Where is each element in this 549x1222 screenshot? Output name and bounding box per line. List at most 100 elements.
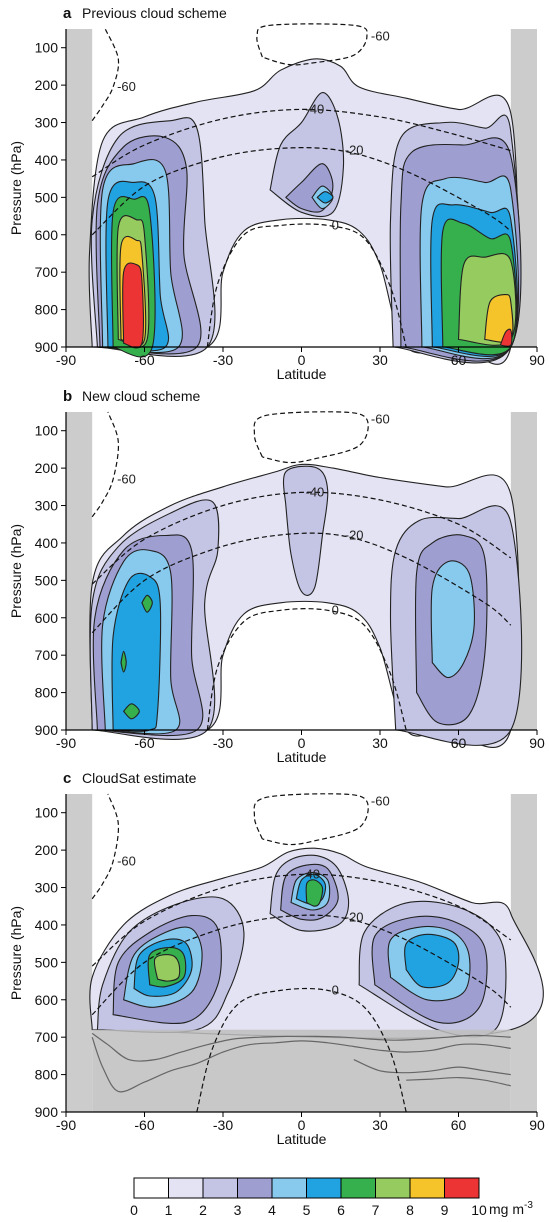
y-tick-label: 800 — [35, 302, 59, 318]
isotherm-line — [91, 532, 512, 634]
colorbar-swatch — [340, 1177, 376, 1199]
colorbar-tick-label: 8 — [406, 1202, 414, 1218]
y-tick-label: 900 — [35, 722, 59, 738]
colorbar-swatch — [202, 1177, 238, 1199]
contour-level-2 — [282, 465, 329, 596]
y-tick-label: 200 — [35, 77, 59, 93]
south-pole-band — [66, 412, 93, 730]
x-tick-label: 90 — [529, 735, 545, 751]
y-tick-label: 400 — [35, 535, 59, 551]
y-tick-label: 500 — [35, 954, 59, 970]
y-tick-label: 400 — [35, 152, 59, 168]
isotherm-label: -60 — [117, 853, 136, 868]
x-tick-label: 0 — [298, 352, 306, 368]
x-tick-label: 0 — [298, 735, 306, 751]
x-tick-label: -30 — [213, 352, 233, 368]
isotherm-label: -60 — [371, 411, 390, 426]
south-pole-band — [66, 29, 93, 347]
x-tick-label: -30 — [213, 1117, 233, 1133]
contour-level-9 — [499, 328, 513, 347]
isotherm-line — [91, 914, 512, 1016]
y-tick-label: 400 — [35, 917, 59, 933]
isotherm-line — [91, 793, 120, 900]
contour-level-6 — [120, 650, 127, 673]
colorbar-unit: mg m-3 — [489, 1200, 533, 1217]
isotherm-label: -40 — [306, 101, 325, 116]
isotherm-line — [253, 411, 369, 464]
contour-level-5 — [316, 191, 334, 204]
isotherm-label: 0 — [332, 217, 339, 232]
x-tick-label: 60 — [451, 352, 467, 368]
isotherm-line — [206, 608, 407, 731]
x-tick-label: 60 — [451, 1117, 467, 1133]
y-tick-label: 100 — [35, 805, 59, 821]
x-tick-label: -90 — [56, 1117, 76, 1133]
x-tick-label: -90 — [56, 735, 76, 751]
isotherm-line — [256, 23, 368, 66]
shaded-region — [92, 1029, 511, 1112]
colorbar-swatch — [306, 1177, 342, 1199]
y-tick-label: 700 — [35, 264, 59, 280]
isotherm-label: 0 — [332, 982, 339, 997]
panel-b-title: New cloud scheme — [82, 388, 200, 404]
isotherm-label: -60 — [371, 793, 390, 808]
y-tick-label: 700 — [35, 1029, 59, 1045]
contour-level-6 — [141, 594, 153, 613]
colorbar-tick-label: 4 — [268, 1202, 276, 1218]
y-tick-label: 900 — [35, 339, 59, 355]
contour-level-4 — [430, 560, 475, 679]
isotherm-label: 0 — [332, 602, 339, 617]
colorbar-tick-label: 10 — [471, 1202, 487, 1218]
x-tick-label: 90 — [529, 1117, 545, 1133]
isotherm-line — [91, 491, 512, 585]
colorbar-swatch — [375, 1177, 411, 1199]
colorbar-swatch — [133, 1177, 169, 1199]
panel-c-title: CloudSat estimate — [82, 770, 197, 786]
y-axis-label: Pressure (hPa) — [8, 524, 24, 618]
isotherm-line — [91, 108, 511, 178]
colorbar-swatch — [237, 1177, 273, 1199]
colorbar-swatch — [271, 1177, 307, 1199]
panel-b-letter: b — [63, 388, 72, 405]
contour-level-6 — [305, 879, 324, 907]
colorbar-tick-label: 7 — [372, 1202, 380, 1218]
isotherm-label: -60 — [371, 28, 390, 43]
x-tick-label: 30 — [372, 352, 388, 368]
x-tick-label: 60 — [451, 735, 467, 751]
panel-a-plot: -60-60-40-200100200300400500600700800900… — [8, 23, 545, 382]
y-tick-label: 600 — [35, 610, 59, 626]
x-tick-label: -90 — [56, 352, 76, 368]
y-tick-label: 200 — [35, 842, 59, 858]
isotherm-label: -60 — [117, 471, 136, 486]
colorbar-tick-label: 2 — [199, 1202, 207, 1218]
colorbar-swatch — [409, 1177, 445, 1199]
y-axis-label: Pressure (hPa) — [8, 141, 24, 235]
panel-c-plot: -60-6040-200100200300400500600700800900-… — [8, 793, 545, 1147]
contour-level-7 — [153, 954, 181, 982]
grey-contour — [353, 1059, 511, 1076]
isotherm-label: -40 — [306, 484, 325, 499]
contour-level-6 — [123, 703, 140, 720]
y-tick-label: 600 — [35, 992, 59, 1008]
y-tick-label: 500 — [35, 189, 59, 205]
grey-contour — [91, 1032, 511, 1062]
isotherm-label: -20 — [345, 143, 364, 158]
grey-contour — [91, 1037, 511, 1093]
y-axis-label: Pressure (hPa) — [8, 906, 24, 1000]
south-pole-band — [66, 794, 93, 1112]
y-tick-label: 300 — [35, 115, 59, 131]
colorbar-swatch — [444, 1177, 480, 1199]
isotherm-line — [91, 411, 120, 518]
contour-level-5 — [111, 572, 162, 732]
x-tick-label: -60 — [134, 735, 154, 751]
isotherm-label: -20 — [345, 909, 364, 924]
isotherm-line — [91, 873, 512, 967]
x-tick-label: -60 — [134, 1117, 154, 1133]
isotherm-label: -60 — [117, 79, 136, 94]
isotherm-line — [196, 987, 407, 1113]
x-axis-label: Latitude — [277, 366, 327, 382]
panel-a-title: Previous cloud scheme — [82, 5, 227, 21]
colorbar-tick-label: 5 — [303, 1202, 311, 1218]
isotherm-label: 40 — [306, 866, 320, 881]
isotherm-line — [206, 223, 407, 348]
